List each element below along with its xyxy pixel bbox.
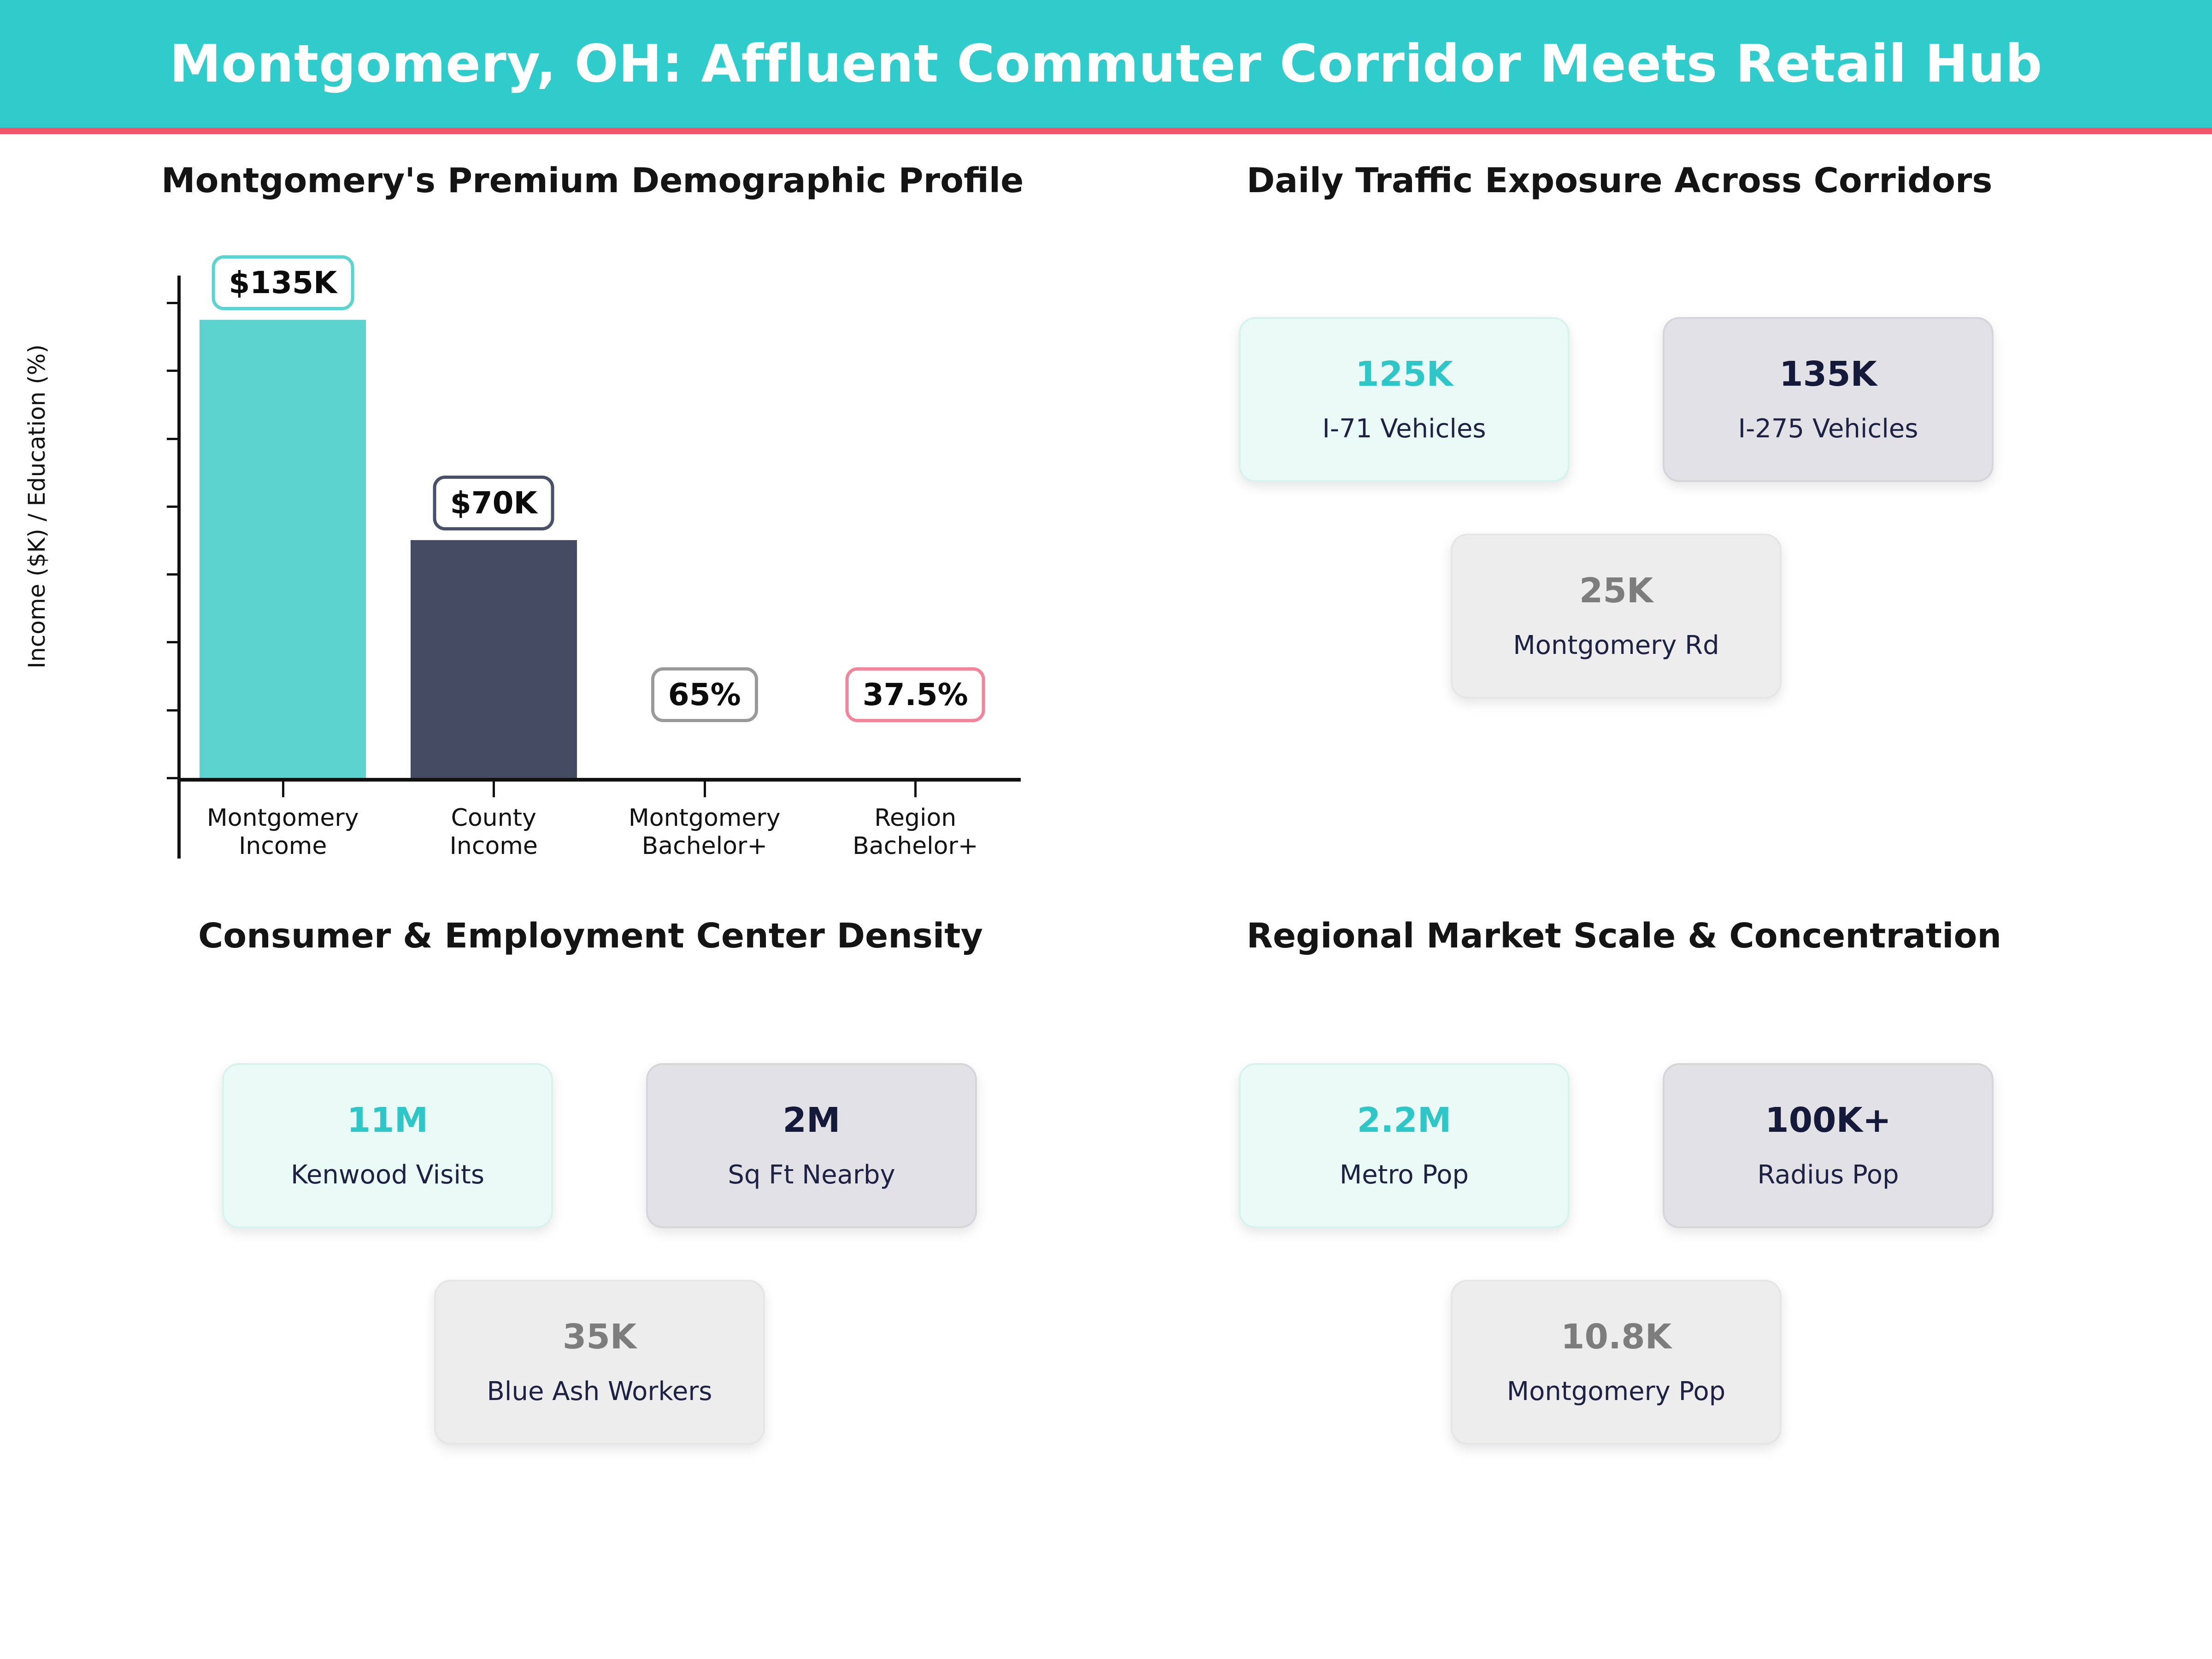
stat-card-label: Montgomery Pop bbox=[1506, 1377, 1726, 1406]
panel-title-demographics: Montgomery's Premium Demographic Profile bbox=[161, 161, 1024, 200]
y-axis-tick bbox=[167, 777, 178, 779]
stat-card[interactable]: 100K+ Radius Pop bbox=[1663, 1063, 1994, 1228]
bar bbox=[410, 540, 577, 778]
stat-card[interactable]: 10.8K Montgomery Pop bbox=[1451, 1280, 1782, 1445]
y-axis-tick bbox=[167, 709, 178, 712]
x-axis-tick-label: Montgomery Income bbox=[206, 804, 359, 860]
stat-card[interactable]: 135K I-275 Vehicles bbox=[1663, 317, 1994, 482]
y-axis-tick bbox=[167, 301, 178, 304]
stat-card-label: Sq Ft Nearby bbox=[728, 1160, 895, 1190]
bar-value-label: 37.5% bbox=[845, 667, 985, 722]
bar bbox=[200, 319, 366, 778]
stat-card[interactable]: 125K I-71 Vehicles bbox=[1239, 317, 1570, 482]
stat-card-value: 25K bbox=[1579, 571, 1653, 611]
stat-card-label: I-71 Vehicles bbox=[1322, 414, 1486, 444]
y-axis-tick bbox=[167, 437, 178, 440]
y-axis-line bbox=[177, 276, 181, 859]
panel-title-market: Regional Market Scale & Concentration bbox=[1247, 916, 2002, 956]
x-axis-tick bbox=[493, 782, 495, 797]
stat-card-value: 11M bbox=[347, 1100, 429, 1140]
x-axis-tick-label: Region Bachelor+ bbox=[853, 804, 978, 860]
header-accent-rule bbox=[0, 128, 2212, 134]
panel-title-consumer: Consumer & Employment Center Density bbox=[198, 916, 983, 956]
stat-card[interactable]: 35K Blue Ash Workers bbox=[434, 1280, 765, 1445]
bar-value-label: 65% bbox=[651, 667, 758, 722]
stat-card-label: Metro Pop bbox=[1339, 1160, 1469, 1190]
stat-card[interactable]: 25K Montgomery Rd bbox=[1451, 534, 1782, 699]
stat-card-value: 2.2M bbox=[1357, 1100, 1452, 1140]
header-banner: Montgomery, OH: Affluent Commuter Corrid… bbox=[0, 0, 2212, 128]
stat-card-label: Blue Ash Workers bbox=[487, 1377, 712, 1406]
stat-card-value: 100K+ bbox=[1765, 1100, 1891, 1140]
x-axis-tick-label: Montgomery Bachelor+ bbox=[628, 804, 781, 860]
stat-card-value: 10.8K bbox=[1561, 1317, 1671, 1357]
x-axis-tick bbox=[914, 782, 917, 797]
x-axis-tick-label: County Income bbox=[449, 804, 538, 860]
y-axis-label: Income ($K) / Education (%) bbox=[24, 344, 50, 669]
stat-card[interactable]: 2M Sq Ft Nearby bbox=[646, 1063, 977, 1228]
x-axis-tick bbox=[703, 782, 706, 797]
stat-card-value: 125K bbox=[1355, 354, 1453, 394]
bar-value-label: $135K bbox=[212, 255, 354, 310]
y-axis-tick bbox=[167, 505, 178, 508]
demographic-bar-chart: Income ($K) / Education (%) 020000400006… bbox=[0, 198, 1074, 866]
bar-value-label: $70K bbox=[433, 476, 554, 531]
stat-card-label: I-275 Vehicles bbox=[1738, 414, 1918, 444]
stat-card[interactable]: 11M Kenwood Visits bbox=[222, 1063, 553, 1228]
y-axis-tick bbox=[167, 573, 178, 576]
stat-card-value: 135K bbox=[1779, 354, 1877, 394]
x-axis-line bbox=[177, 778, 1021, 782]
y-axis-tick bbox=[167, 641, 178, 644]
page-title: Montgomery, OH: Affluent Commuter Corrid… bbox=[170, 34, 2042, 94]
stat-card-label: Montgomery Rd bbox=[1513, 630, 1719, 660]
stat-card-label: Radius Pop bbox=[1757, 1160, 1899, 1190]
stat-card-value: 35K bbox=[562, 1317, 637, 1357]
panel-title-traffic: Daily Traffic Exposure Across Corridors bbox=[1247, 161, 1993, 200]
y-axis-tick bbox=[167, 370, 178, 372]
stat-card-value: 2M bbox=[782, 1100, 841, 1140]
x-axis-tick bbox=[282, 782, 284, 797]
stat-card-label: Kenwood Visits bbox=[290, 1160, 485, 1190]
stat-card[interactable]: 2.2M Metro Pop bbox=[1239, 1063, 1570, 1228]
